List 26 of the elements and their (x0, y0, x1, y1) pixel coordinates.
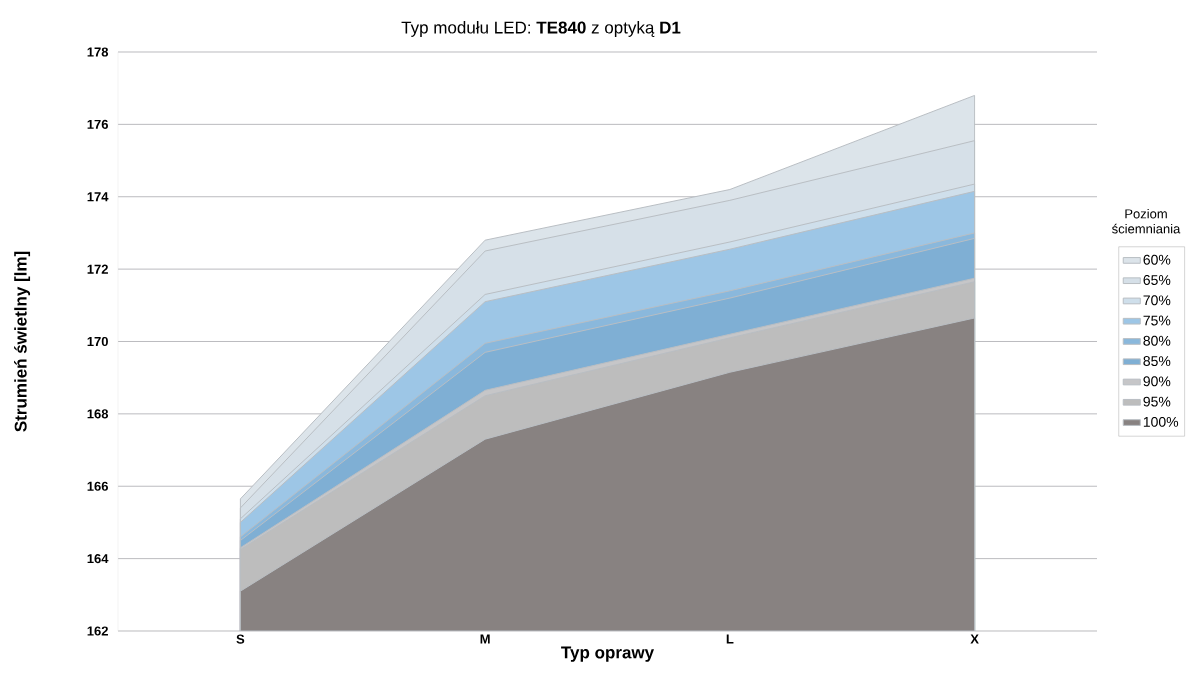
y-tick-label: 166 (87, 481, 108, 491)
legend-label: 95% (1143, 396, 1171, 407)
x-tick-label: S (236, 634, 245, 644)
y-tick-label: 168 (87, 409, 109, 419)
legend-label: 90% (1143, 376, 1171, 387)
y-axis-title: Strumień świetlny [lm] (14, 251, 31, 432)
x-tick-label: L (726, 634, 734, 644)
chart-title: Typ modułu LED: TE840 z optyką D1 (401, 21, 681, 37)
y-tick-label: 164 (87, 554, 109, 564)
legend-label: 80% (1143, 335, 1171, 346)
x-tick-label: M (480, 634, 490, 644)
legend-label: 100% (1143, 416, 1179, 427)
legend-label: 65% (1143, 275, 1171, 285)
legend-label: 75% (1143, 315, 1171, 326)
legend-label: 85% (1143, 356, 1171, 367)
y-tick-label: 178 (87, 47, 109, 57)
legend-title: Poziom ściemniania (1112, 208, 1181, 234)
y-tick-label: 172 (87, 264, 108, 274)
legend-label: 70% (1143, 295, 1171, 306)
y-tick-label: 176 (87, 119, 108, 129)
x-axis-title: Typ oprawy (561, 646, 655, 662)
y-tick-label: 162 (87, 626, 108, 636)
y-tick-label: 174 (87, 192, 109, 202)
x-tick-label: X (970, 634, 979, 644)
legend-label: 60% (1143, 254, 1171, 265)
y-tick-label: 170 (87, 336, 108, 347)
